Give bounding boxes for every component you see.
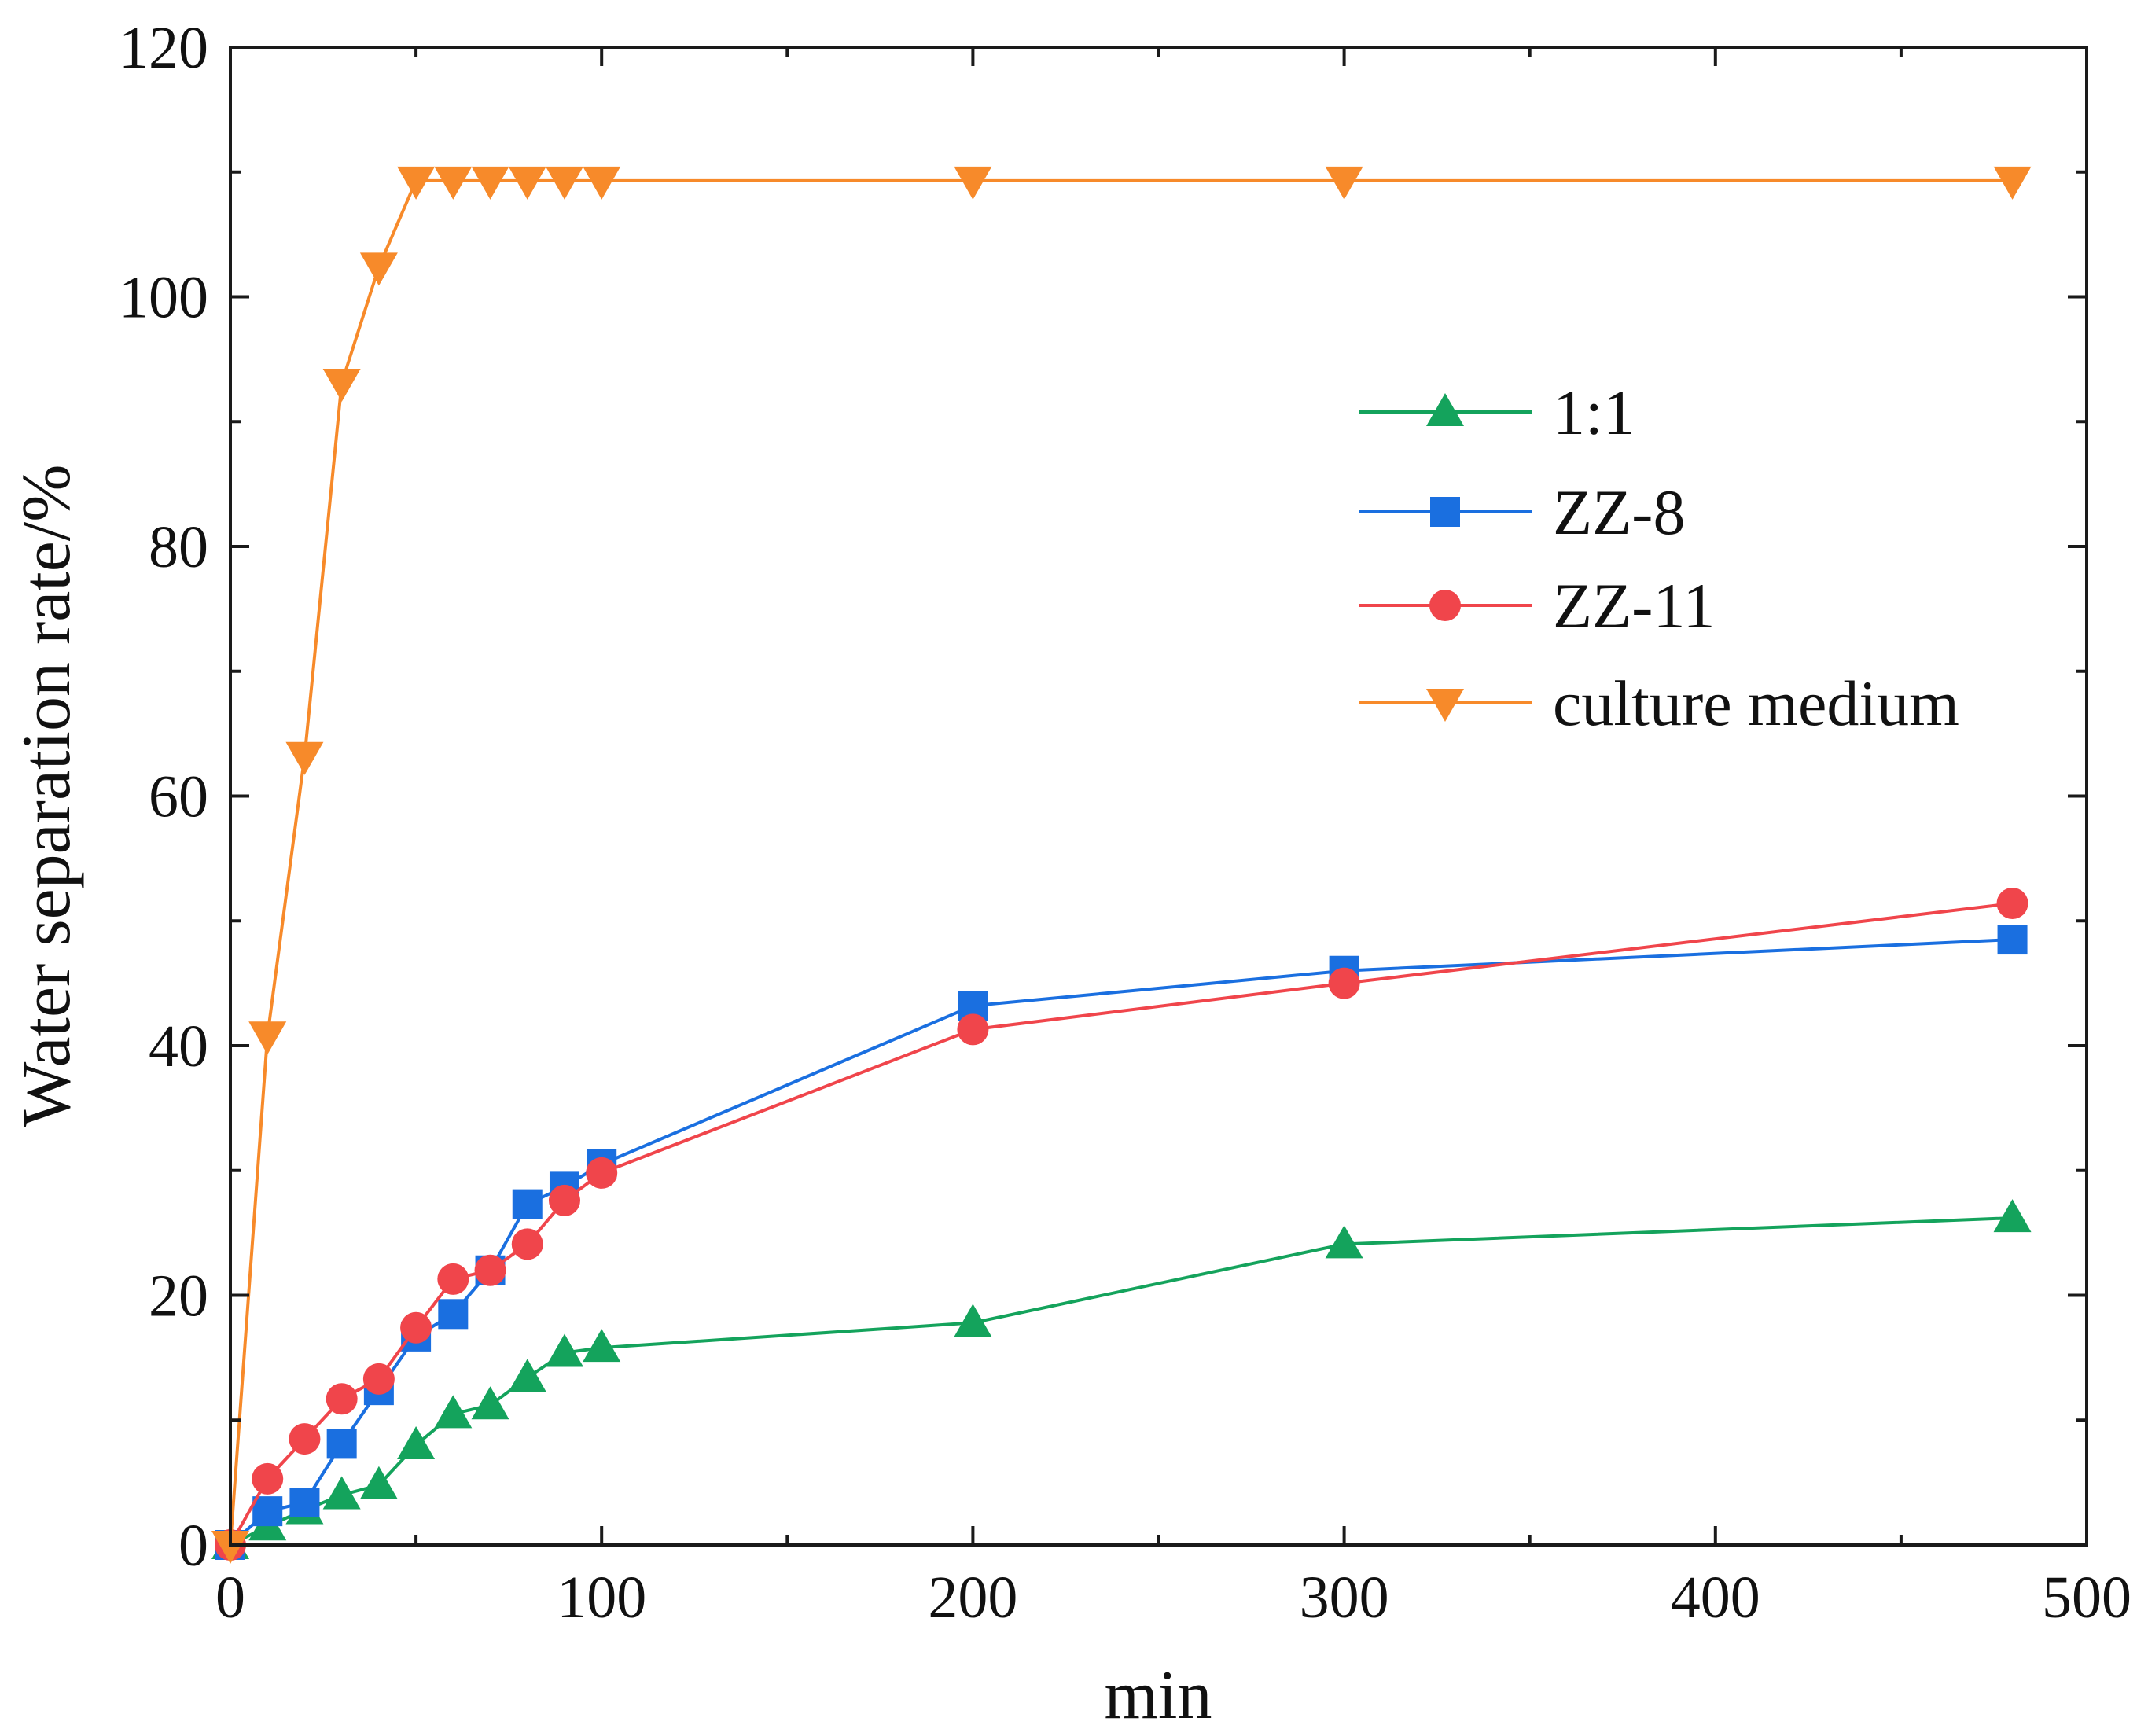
data-point-zz-8 <box>289 1488 320 1518</box>
data-point-culture-medium <box>545 166 583 200</box>
data-point-1-1 <box>508 1359 546 1392</box>
data-point-1-1 <box>1325 1225 1363 1259</box>
series-line-culture-medium <box>229 178 2013 1546</box>
data-point-zz-11 <box>511 1228 543 1260</box>
series-layer <box>211 166 2032 1564</box>
legend-item-zz-11: ZZ-11 <box>1359 570 1715 642</box>
data-point-zz-11 <box>326 1383 358 1415</box>
y-tick-label: 120 <box>119 15 208 81</box>
data-point-1-1 <box>434 1395 473 1429</box>
y-axis-title: Water separation rate/% <box>9 464 85 1127</box>
series-zz-8 <box>215 925 2028 1560</box>
legend-label: 1:1 <box>1553 377 1635 448</box>
data-point-zz-11 <box>437 1263 469 1295</box>
data-point-culture-medium <box>285 741 324 775</box>
data-point-zz-8 <box>512 1189 543 1219</box>
legend-item-culture-medium: culture medium <box>1359 668 1959 739</box>
data-point-culture-medium <box>397 166 436 200</box>
data-point-culture-medium <box>471 166 509 200</box>
data-point-zz-11 <box>1996 888 2028 920</box>
data-point-culture-medium <box>954 166 992 200</box>
data-point-zz-11 <box>362 1363 395 1395</box>
data-point-culture-medium <box>322 369 361 403</box>
x-tick-label: 300 <box>1300 1565 1389 1631</box>
data-point-culture-medium <box>508 166 546 200</box>
data-point-culture-medium <box>1993 166 2032 200</box>
data-point-zz-11 <box>548 1184 580 1216</box>
data-point-1-1 <box>954 1304 992 1337</box>
plot-frame <box>229 46 2088 1547</box>
data-point-1-1 <box>545 1333 583 1367</box>
series-line-zz-8 <box>229 938 2013 1547</box>
legend-marker <box>1426 393 1464 426</box>
data-point-zz-11 <box>289 1423 321 1455</box>
legend-marker <box>1426 689 1464 722</box>
legend-label: ZZ-8 <box>1553 476 1685 548</box>
data-point-1-1 <box>583 1329 621 1363</box>
legend-label: culture medium <box>1553 668 1959 739</box>
data-point-culture-medium <box>583 166 621 200</box>
data-point-zz-11 <box>586 1157 618 1189</box>
x-tick-label: 400 <box>1671 1565 1760 1631</box>
y-tick-label: 100 <box>119 265 208 331</box>
y-tick-label: 80 <box>149 514 208 580</box>
data-point-zz-11 <box>957 1013 989 1046</box>
series-line-zz-11 <box>229 902 2013 1546</box>
data-point-1-1 <box>1993 1199 2032 1233</box>
x-tick-label: 100 <box>557 1565 646 1631</box>
legend-marker <box>1430 497 1460 527</box>
series-1-1 <box>211 1199 2032 1559</box>
data-point-zz-8 <box>252 1496 283 1527</box>
ticks-layer: 0 100 200 300 400 500 0 20 40 60 80 100 120 <box>119 15 2131 1631</box>
x-tick-label: 0 <box>215 1565 245 1631</box>
data-point-culture-medium <box>248 1021 287 1055</box>
x-tick-label: 200 <box>928 1565 1017 1631</box>
y-tick-label: 60 <box>149 764 208 830</box>
data-point-culture-medium <box>1325 166 1363 200</box>
legend-item-zz-8: ZZ-8 <box>1359 476 1685 548</box>
data-point-1-1 <box>471 1386 509 1420</box>
data-point-culture-medium <box>359 252 398 286</box>
series-zz-11 <box>215 888 2028 1561</box>
data-point-zz-11 <box>252 1462 284 1495</box>
data-point-zz-8 <box>438 1299 469 1330</box>
series-culture-medium <box>211 166 2032 1564</box>
x-axis-title: min <box>1105 1657 1212 1734</box>
legend: 1:1 ZZ-8 ZZ-11 culture medium <box>1359 377 1959 739</box>
data-point-zz-11 <box>400 1311 432 1344</box>
data-point-zz-8 <box>1997 925 2028 955</box>
x-tick-label: 500 <box>2042 1565 2131 1631</box>
data-point-1-1 <box>322 1476 361 1510</box>
y-tick-label: 20 <box>149 1263 208 1330</box>
data-point-zz-11 <box>1328 967 1360 999</box>
data-point-zz-11 <box>474 1254 506 1286</box>
data-point-1-1 <box>397 1426 436 1459</box>
data-point-culture-medium <box>211 1531 249 1564</box>
legend-marker <box>1429 590 1461 621</box>
legend-label: ZZ-11 <box>1553 570 1715 642</box>
data-point-1-1 <box>359 1466 398 1499</box>
y-tick-label: 0 <box>178 1513 208 1579</box>
y-tick-label: 40 <box>149 1013 208 1079</box>
data-point-culture-medium <box>434 166 473 200</box>
legend-item-1-1: 1:1 <box>1359 377 1635 448</box>
data-point-zz-8 <box>326 1429 357 1459</box>
